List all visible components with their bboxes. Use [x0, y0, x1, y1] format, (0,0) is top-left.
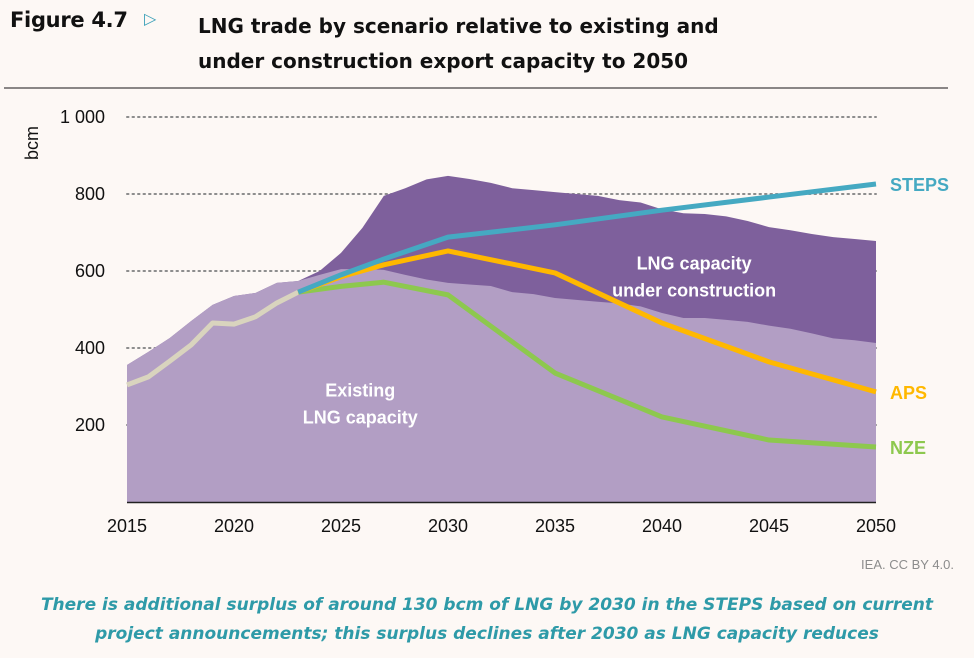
figure-title: LNG trade by scenario relative to existi…	[198, 9, 898, 79]
y-tick-label: 200	[75, 415, 105, 435]
y-axis-label: bcm	[22, 126, 42, 160]
header-divider	[4, 87, 948, 89]
line-historical	[126, 289, 300, 388]
figure-header: Figure 4.7 ▷ LNG trade by scenario relat…	[0, 0, 974, 90]
x-tick-label: 2025	[321, 516, 361, 536]
x-tick-label: 2045	[749, 516, 789, 536]
y-tick-label: 400	[75, 338, 105, 358]
y-tick-labels: 200 400 600 800 1 000	[60, 107, 105, 435]
y-tick-label: 800	[75, 184, 105, 204]
series-label-nze: NZE	[890, 438, 926, 458]
y-tick-label: 600	[75, 261, 105, 281]
area-labels: Existing LNG capacity LNG capacity under co…	[303, 253, 776, 427]
area-label-line-2: LNG capacity	[303, 407, 418, 427]
figure-title-line-2: under construction export capacity to 20…	[198, 49, 689, 73]
area-label-line-2: under construction	[612, 280, 776, 300]
triangle-right-icon: ▷	[144, 11, 157, 28]
area-label-line-1: LNG capacity	[637, 253, 752, 273]
figure-caption: There is additional surplus of around 13…	[0, 591, 974, 649]
figure-number: Figure 4.7	[10, 8, 128, 32]
series-label-aps: APS	[890, 383, 927, 403]
scenario-lines	[126, 181, 877, 450]
y-tick-label: 1 000	[60, 107, 105, 127]
credit-text: IEA. CC BY 4.0.	[861, 557, 954, 572]
series-labels: STEPS APS NZE	[890, 175, 949, 458]
x-tick-label: 2015	[107, 516, 147, 536]
caption-line-1: There is additional surplus of around 13…	[40, 595, 934, 615]
figure-title-line-1: LNG trade by scenario relative to existi…	[198, 14, 719, 38]
x-tick-label: 2040	[642, 516, 682, 536]
x-tick-label: 2035	[535, 516, 575, 536]
x-tick-label: 2030	[428, 516, 468, 536]
x-tick-labels: 2015 2020 2025 2030 2035 2040 2045 2050	[107, 516, 896, 536]
line-nze	[297, 279, 877, 450]
x-tick-label: 2020	[214, 516, 254, 536]
caption-line-2: project announcements; this surplus decl…	[95, 624, 879, 644]
series-label-steps: STEPS	[890, 175, 949, 195]
line-steps	[297, 181, 877, 295]
line-aps	[297, 248, 877, 395]
area-label-line-1: Existing	[325, 380, 395, 400]
area-existing-capacity	[127, 269, 876, 502]
x-tick-label: 2050	[856, 516, 896, 536]
capacity-areas	[127, 175, 876, 502]
